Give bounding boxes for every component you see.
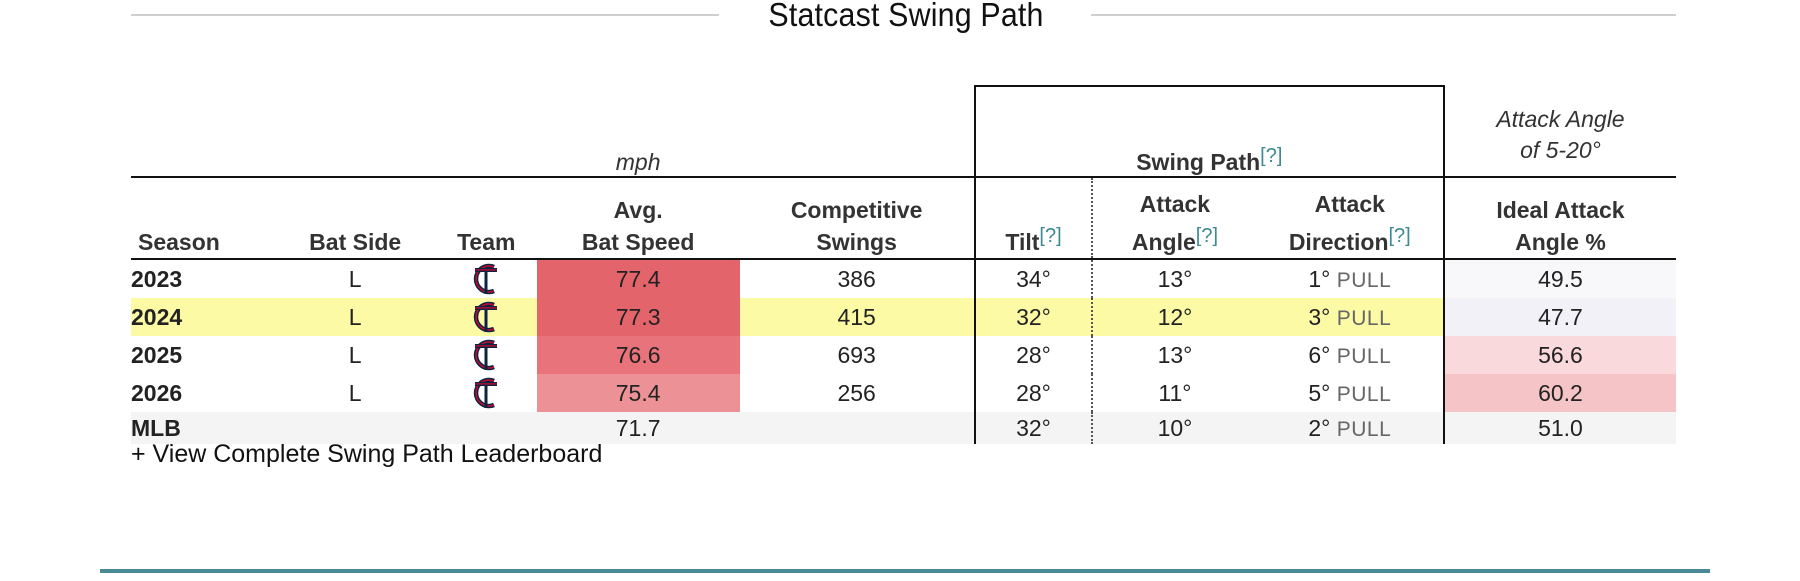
- col-bat-speed[interactable]: Avg. Bat Speed: [536, 176, 740, 260]
- bat-speed-cell: 76.6: [536, 336, 740, 374]
- swing-path-help-link[interactable]: [?]: [1260, 145, 1283, 167]
- mlb-tilt: 32°: [973, 412, 1094, 444]
- swing-path-table: mph Swing Path[?] Attack Angle of 5-20° S…: [131, 85, 1676, 444]
- twins-logo-icon: [436, 375, 537, 411]
- attack-direction-cell: 3° PULL: [1256, 298, 1445, 336]
- group-header-row: mph Swing Path[?] Attack Angle of 5-20°: [131, 85, 1676, 177]
- swing-path-label: Swing Path: [1136, 149, 1261, 175]
- ideal-attack-angle-cell: 56.6: [1443, 336, 1676, 374]
- team-cell[interactable]: [436, 374, 537, 412]
- view-leaderboard-link[interactable]: + View Complete Swing Path Leaderboard: [131, 440, 603, 468]
- col-bat-side[interactable]: Bat Side: [274, 176, 436, 260]
- mlb-bat-speed: 71.7: [536, 412, 740, 444]
- team-cell[interactable]: [436, 259, 537, 298]
- season-cell[interactable]: 2026: [131, 379, 183, 406]
- ideal-attack-angle-cell: 49.5: [1443, 259, 1676, 298]
- bat-speed-cell: 75.4: [536, 374, 740, 412]
- mlb-ideal-attack-angle: 51.0: [1443, 412, 1676, 444]
- col-team[interactable]: Team: [435, 176, 537, 260]
- team-cell[interactable]: [436, 336, 537, 374]
- title-divider-left: [131, 14, 719, 16]
- competitive-swings-cell: 386: [837, 265, 876, 292]
- mph-group-label: mph: [615, 149, 661, 175]
- bat-speed-cell: 77.4: [536, 259, 740, 298]
- twins-logo-icon: [436, 299, 537, 335]
- column-header-row: Season Bat Side Team Avg. Bat Speed Compe…: [131, 176, 1676, 260]
- mlb-attack-angle: 10°: [1092, 412, 1257, 444]
- attack-direction-cell: 6° PULL: [1256, 336, 1445, 374]
- competitive-swings-cell: 693: [837, 341, 876, 368]
- col-attack-angle[interactable]: Attack Angle[?]: [1092, 176, 1257, 260]
- ideal-attack-angle-cell: 60.2: [1443, 374, 1676, 412]
- tilt-cell: 28°: [973, 336, 1094, 374]
- mlb-label: MLB: [131, 412, 275, 444]
- team-cell[interactable]: [435, 298, 537, 336]
- table-row: 2023 L 77.4 386 34° 13° 1° PULL 49.5: [131, 259, 1676, 298]
- attack-angle-cell: 13°: [1157, 265, 1193, 292]
- col-attack-direction[interactable]: Attack Direction[?]: [1256, 176, 1445, 260]
- col-season[interactable]: Season: [131, 176, 275, 260]
- bat-speed-cell: 77.3: [536, 298, 740, 336]
- title-divider-right: [1091, 14, 1676, 16]
- attack-angle-cell: 12°: [1092, 298, 1257, 336]
- attack-direction-cell: 5° PULL: [1256, 374, 1445, 412]
- table-row: 2025 L 76.6 693 28° 13° 6° PULL 56.6: [131, 336, 1676, 374]
- attack-direction-cell: 1° PULL: [1256, 259, 1445, 298]
- bat-side-cell: L: [348, 379, 362, 406]
- season-cell[interactable]: 2024: [131, 298, 275, 336]
- twins-logo-icon: [436, 337, 537, 373]
- competitive-swings-cell: 415: [739, 298, 975, 336]
- tilt-cell: 34°: [973, 259, 1094, 298]
- mlb-average-row: MLB 71.7 32° 10° 2° PULL 51.0: [131, 412, 1676, 444]
- attack-angle-cell: 13°: [1157, 341, 1193, 368]
- col-tilt[interactable]: Tilt[?]: [973, 176, 1094, 260]
- twins-logo-icon: [436, 261, 537, 297]
- tilt-cell: 28°: [973, 374, 1094, 412]
- attack-angle-help-link[interactable]: [?]: [1195, 225, 1219, 247]
- season-cell[interactable]: 2023: [131, 265, 183, 292]
- season-cell[interactable]: 2025: [131, 341, 183, 368]
- attack-angle-note: Attack Angle of 5-20°: [1496, 106, 1625, 163]
- swing-path-group: Swing Path[?]: [973, 85, 1445, 177]
- tilt-help-link[interactable]: [?]: [1039, 225, 1062, 247]
- bat-side-cell: L: [274, 298, 436, 336]
- competitive-swings-cell: 256: [837, 379, 876, 406]
- table-row: 2026 L 75.4 256 28° 11° 5° PULL 60.2: [131, 374, 1676, 412]
- ideal-attack-angle-cell: 47.7: [1443, 298, 1676, 336]
- attack-direction-help-link[interactable]: [?]: [1388, 225, 1411, 247]
- table-row: 2024 L 77.3 415 32° 12° 3° PULL 47.7: [131, 298, 1676, 336]
- tilt-cell: 32°: [973, 298, 1094, 336]
- section-title: Statcast Swing Path: [768, 0, 1044, 33]
- section-title-row: Statcast Swing Path: [131, 0, 1676, 34]
- col-competitive-swings[interactable]: Competitive Swings: [739, 176, 975, 260]
- col-ideal-attack-angle[interactable]: Ideal Attack Angle %: [1443, 176, 1676, 260]
- bottom-divider: [100, 569, 1710, 573]
- mlb-attack-direction: 2° PULL: [1256, 412, 1445, 444]
- bat-side-cell: L: [348, 265, 362, 292]
- attack-angle-cell: 11°: [1158, 379, 1192, 406]
- bat-side-cell: L: [348, 341, 362, 368]
